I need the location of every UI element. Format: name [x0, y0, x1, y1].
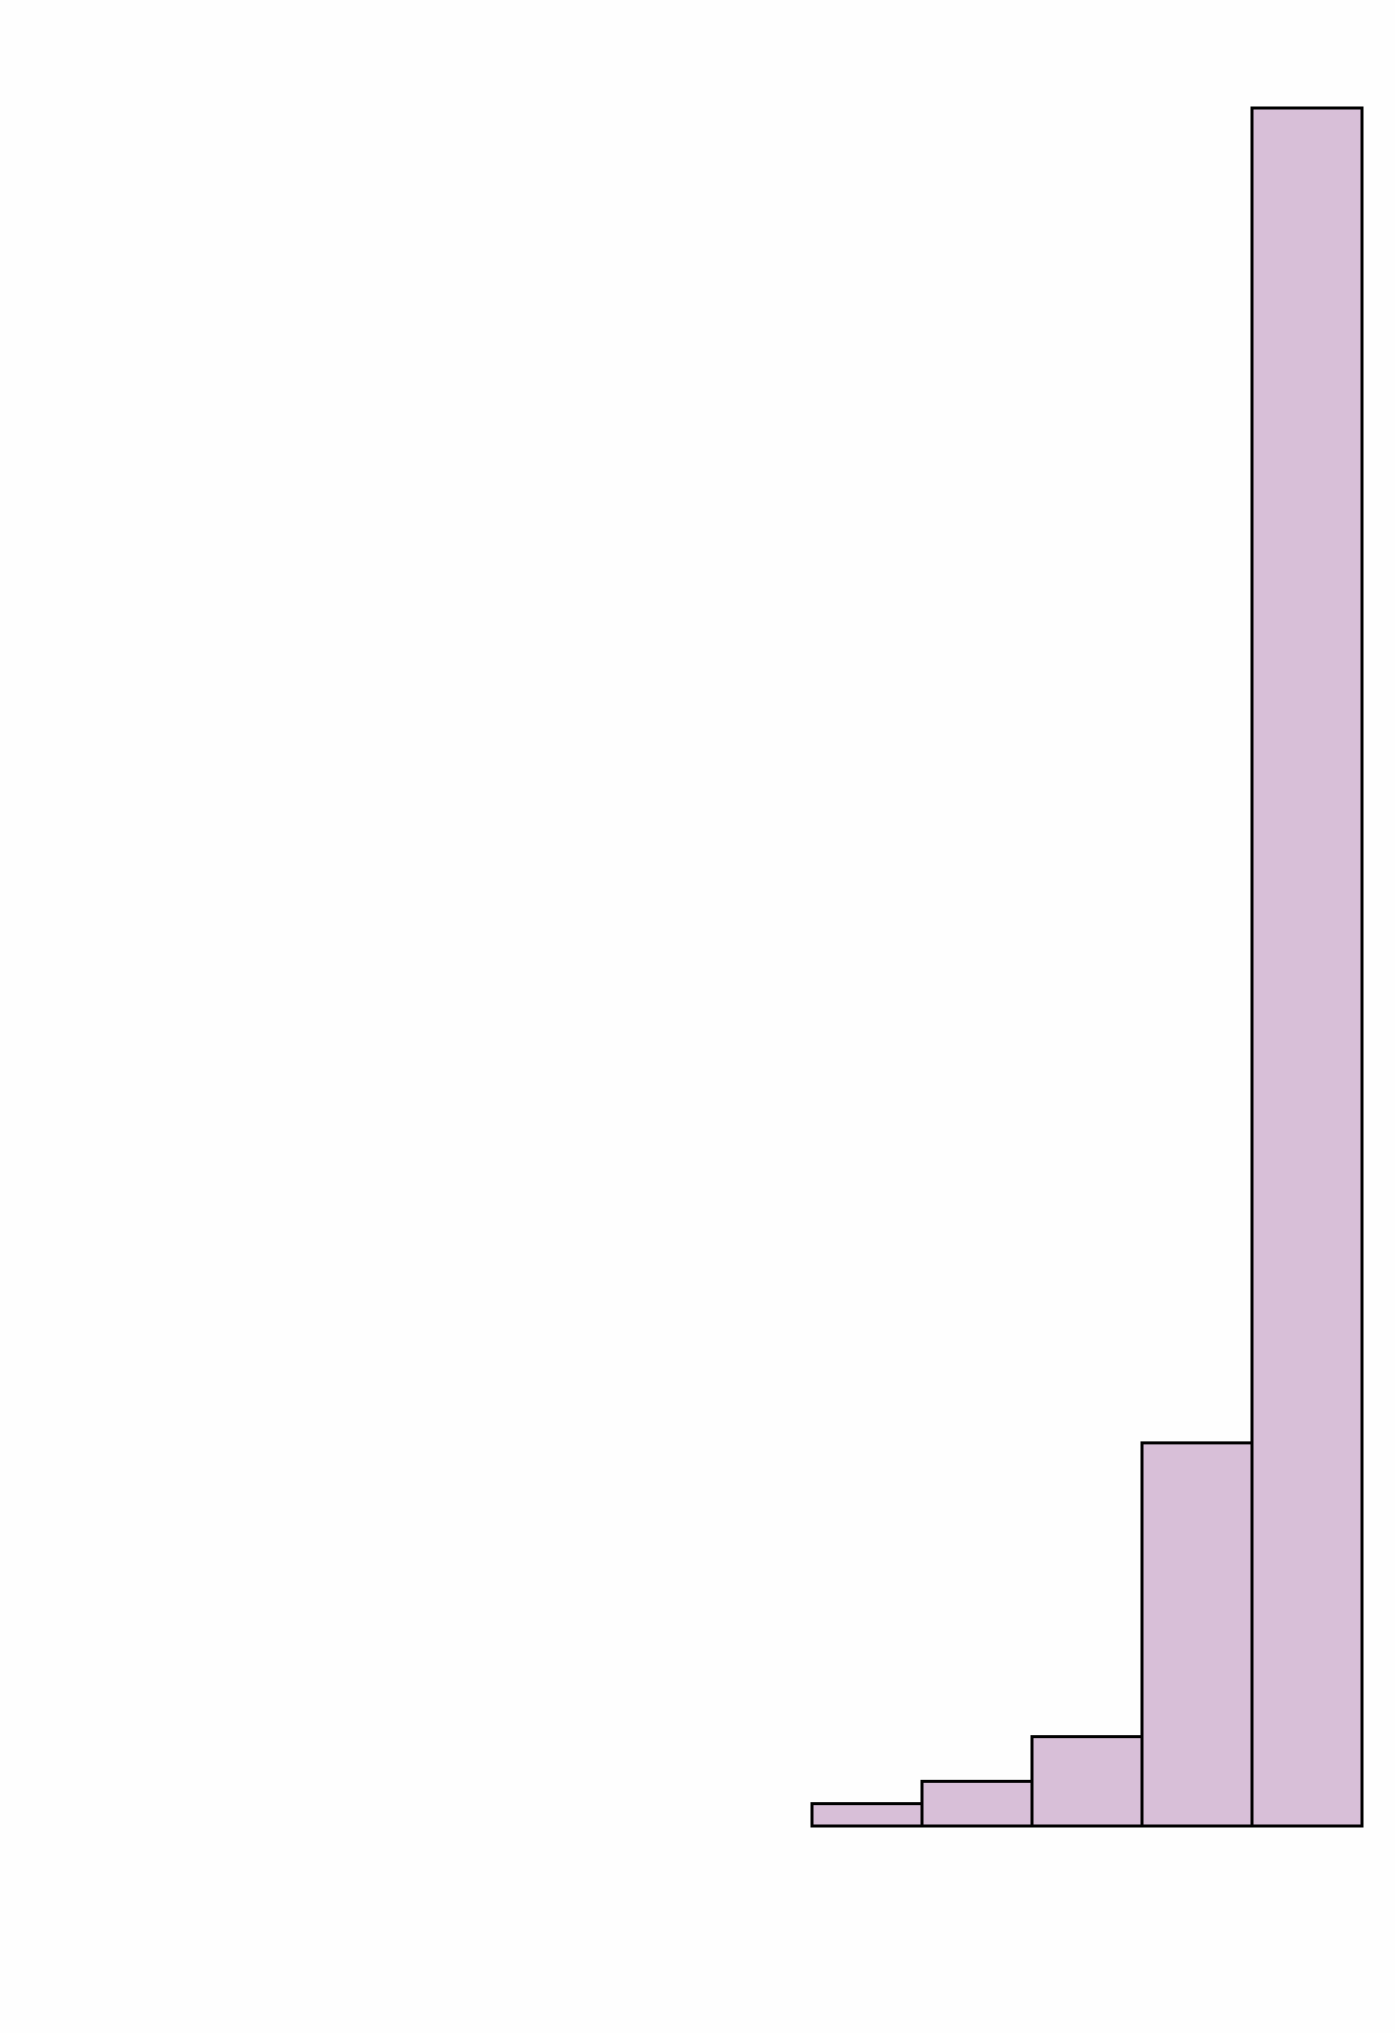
- bar-5: [1250, 106, 1364, 1828]
- bar-1: [810, 1802, 924, 1828]
- bar-3: [1030, 1735, 1144, 1828]
- bars-group: [810, 106, 1364, 1828]
- bar-4: [1140, 1441, 1254, 1828]
- bar-2: [920, 1779, 1034, 1828]
